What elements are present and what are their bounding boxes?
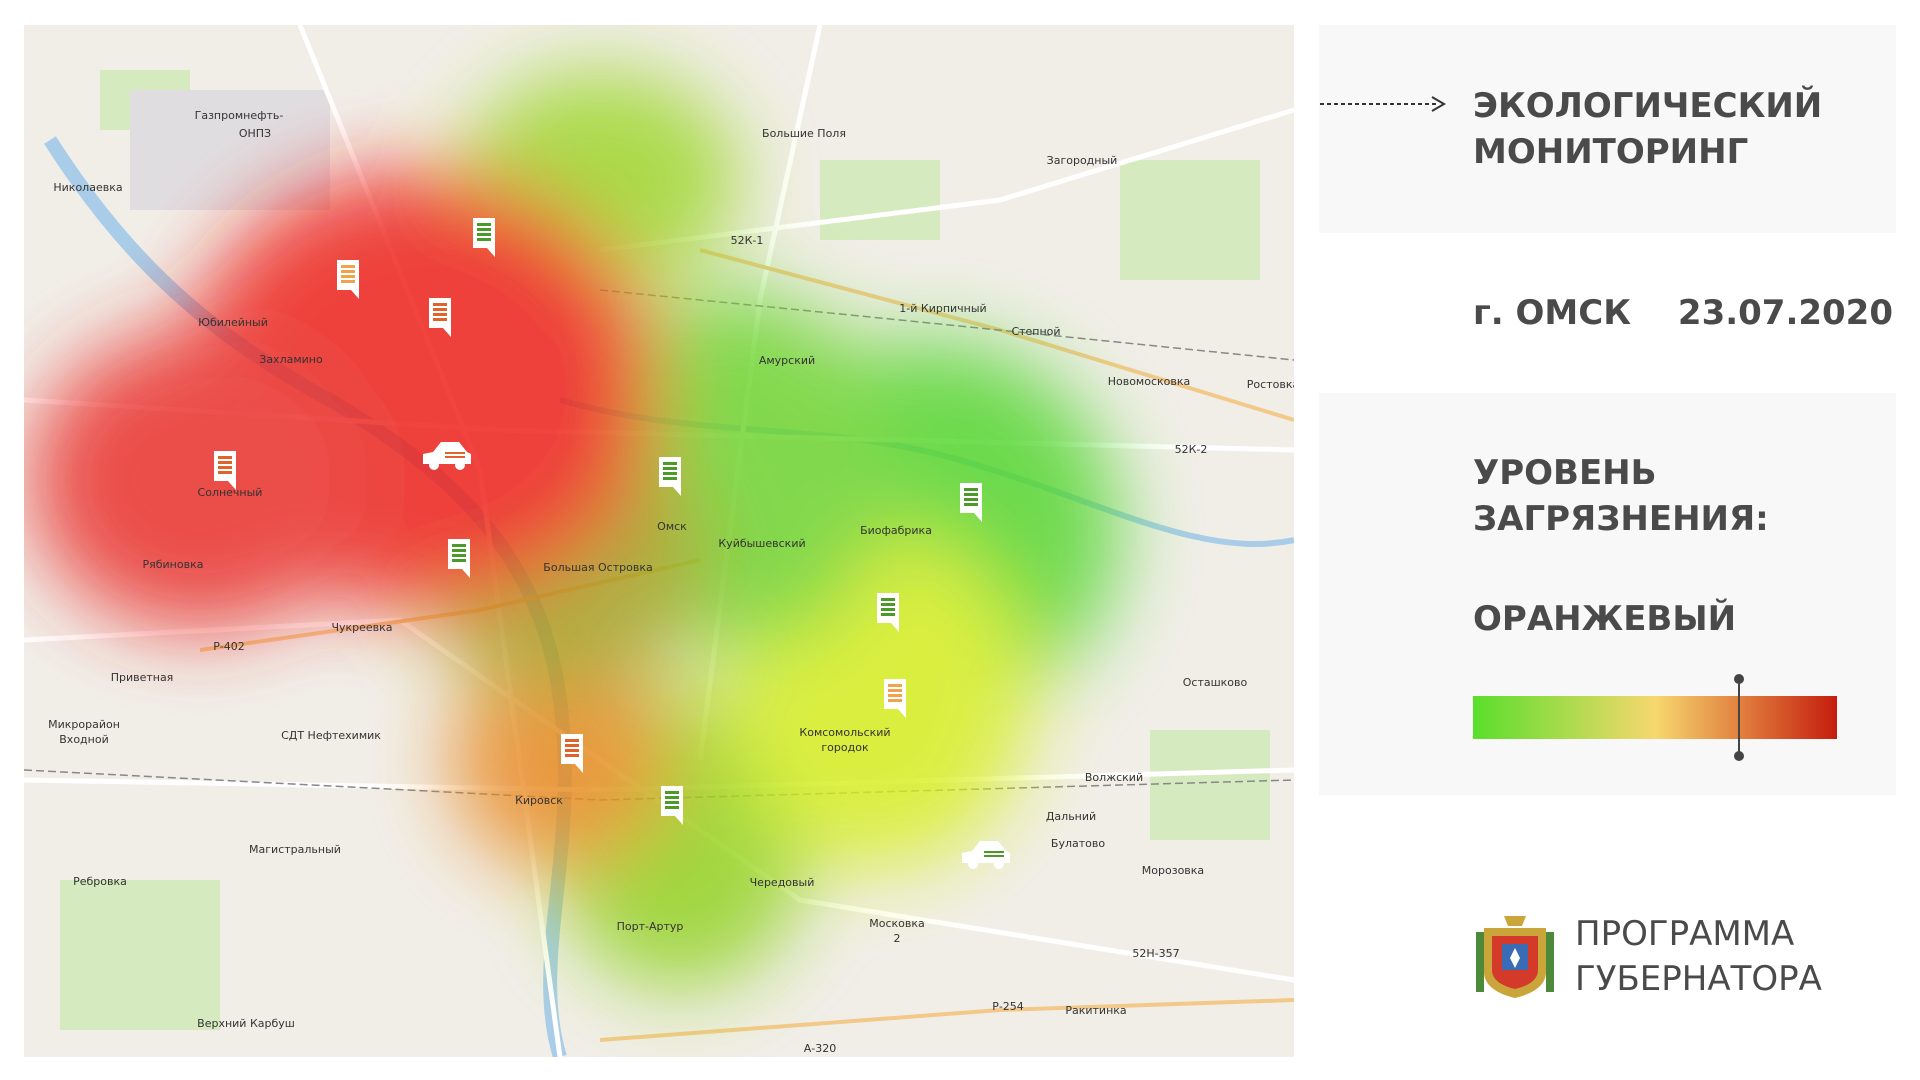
place-label: Московка — [869, 917, 925, 930]
place-label: Захламино — [259, 353, 323, 366]
place-label: Ракитинка — [1065, 1004, 1126, 1017]
place-label: Осташково — [1183, 676, 1248, 689]
level-title: УРОВЕНЬ — [1473, 453, 1657, 493]
place-label: Морозовка — [1142, 864, 1204, 877]
place-label: Булатово — [1051, 837, 1105, 850]
place-label: Новомосковка — [1108, 375, 1191, 388]
program: ГУБЕРНАТОРА — [1575, 959, 1822, 999]
place-label: А-320 — [804, 1042, 837, 1055]
place-label: Большие Поля — [762, 127, 846, 140]
place-label: Порт-Артур — [617, 920, 684, 933]
title: ЭКОЛОГИЧЕСКИЙ — [1473, 85, 1822, 126]
title: МОНИТОРИНГ — [1473, 132, 1748, 172]
place-label: Большая Островка — [543, 561, 652, 574]
place-label: Комсомольский — [799, 726, 890, 739]
place-label: 52К-2 — [1175, 443, 1208, 456]
program: ПРОГРАММА — [1575, 914, 1794, 954]
place-label: Микрорайон — [48, 718, 120, 731]
arrow-head — [1431, 96, 1446, 112]
place-label: Омск — [657, 520, 687, 533]
place-label: 2 — [894, 932, 901, 945]
place-label: Р-254 — [992, 1000, 1024, 1013]
title-panel — [1319, 25, 1896, 233]
place-label: Р-402 — [213, 640, 245, 653]
place-label: СДТ Нефтехимик — [281, 729, 381, 742]
date: 23.07.2020 — [1678, 293, 1893, 333]
place-label: Рябиновка — [143, 558, 204, 571]
place-label: Амурский — [759, 354, 815, 367]
place-label: Дальний — [1046, 810, 1096, 823]
place-label: Ребровка — [73, 875, 127, 888]
place-label: Чукреевка — [331, 621, 392, 634]
sensors — [214, 218, 1010, 869]
place-label: Солнечный — [198, 486, 263, 499]
place-label: 1-й Кирпичный — [899, 302, 986, 315]
place-label: Чередовый — [750, 876, 815, 889]
place-label: Юбилейный — [198, 316, 268, 329]
place-label: 52Н-357 — [1132, 947, 1179, 960]
place-label: Приветная — [111, 671, 174, 684]
logo — [1476, 916, 1554, 998]
place-label: Степной — [1011, 325, 1060, 338]
place-label: Кировск — [515, 794, 563, 807]
level-value: ОРАНЖЕВЫЙ — [1473, 598, 1736, 639]
place-label: Газпромнефть- — [195, 109, 284, 122]
place-label: Магистральный — [249, 843, 341, 856]
map[interactable]: Газпромнефть- ОНПЗ Николаевка Юбилейный Захл… — [24, 25, 1299, 1057]
place-label: Загородный — [1047, 154, 1118, 167]
place-label: Биофабрика — [860, 524, 932, 537]
place-label: городок — [821, 741, 869, 754]
level-scale — [1473, 696, 1837, 739]
place-label: Ростовка — [1247, 378, 1299, 391]
place-label: 52К-1 — [731, 234, 764, 247]
heatmap — [30, 70, 1120, 990]
place-label: Николаевка — [53, 181, 122, 194]
level-title: ЗАГРЯЗНЕНИЯ: — [1473, 499, 1769, 539]
place-label: Верхний Карбуш — [197, 1017, 295, 1030]
place-label: ОНПЗ — [239, 127, 271, 140]
level-marker — [1734, 674, 1744, 761]
place-label: Волжский — [1085, 771, 1143, 784]
place-label: Входной — [59, 733, 108, 746]
place-label: Куйбышевский — [718, 537, 805, 550]
city: г. ОМСК — [1473, 293, 1631, 333]
